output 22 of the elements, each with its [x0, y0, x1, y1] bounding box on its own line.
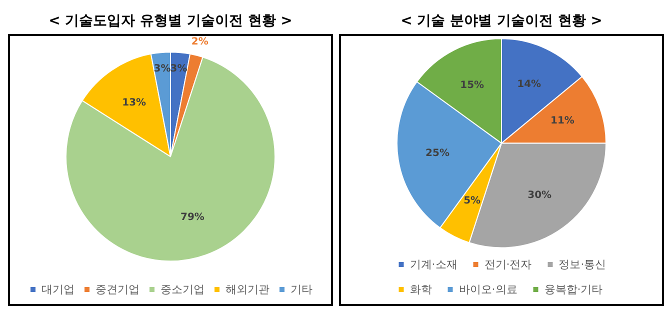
legend-label: 정보·통신 [558, 258, 606, 271]
legend-label: 융복합·기타 [544, 283, 603, 296]
legend-label: 중견기업 [96, 283, 140, 296]
data-label: 25% [426, 148, 450, 159]
data-label: 13% [122, 98, 146, 109]
legend-label: 중소기업 [160, 283, 204, 296]
chart-title: < 기술 분야별 기술이전 현황 > [400, 12, 604, 31]
legend-label: 전기·전자 [484, 258, 532, 271]
legend-label: 기계·소재 [410, 258, 458, 271]
legend-label: 기타 [290, 283, 312, 296]
legend-label: 화학 [410, 283, 432, 296]
data-label: 11% [550, 116, 574, 127]
chart-title: < 기술도입자 유형별 기술이전 현황 > [48, 12, 294, 31]
data-label: 14% [517, 79, 542, 90]
data-label: 79% [180, 212, 204, 224]
legend-label: 바이오·의료 [458, 283, 518, 296]
data-label: 30% [528, 190, 552, 202]
data-label: 2% [191, 36, 208, 48]
legend-label: 해외기관 [226, 283, 270, 296]
legend-label: 대기업 [42, 283, 74, 296]
data-label: 15% [460, 80, 484, 91]
data-label: 5% [464, 195, 481, 206]
